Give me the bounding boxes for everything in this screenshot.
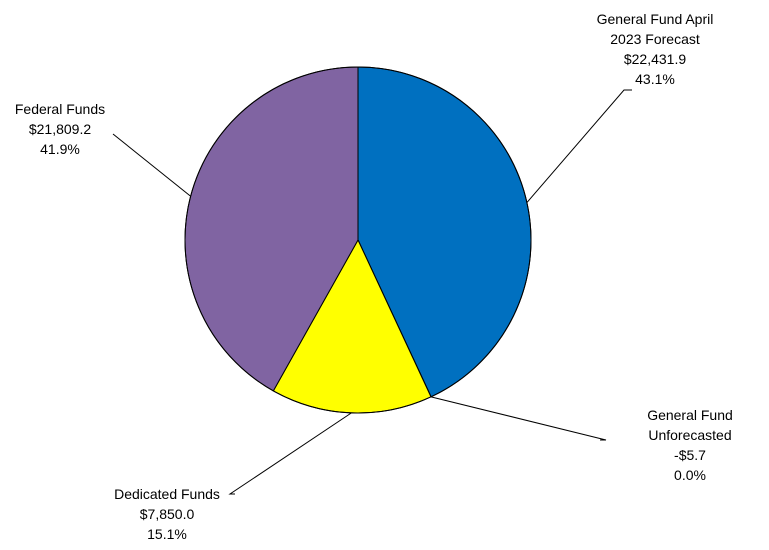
slice-label-line: 2023 Forecast xyxy=(610,31,700,47)
pie-slices xyxy=(184,66,532,414)
leader-line-2 xyxy=(430,396,607,441)
slice-label-line: $21,809.2 xyxy=(29,121,91,137)
slice-label-line: 15.1% xyxy=(147,526,187,542)
slice-label-line: $7,850.0 xyxy=(140,506,195,522)
slice-label-line: General Fund xyxy=(647,407,733,423)
slice-label-line: -$5.7 xyxy=(674,447,706,463)
slice-label-4: Federal Funds $21,809.2 41.9% xyxy=(15,101,105,157)
slice-label-1: General Fund April 2023 Forecast $22,431.9… xyxy=(597,11,714,87)
slice-label-line: Unforecasted xyxy=(648,427,731,443)
slice-label-line: 0.0% xyxy=(674,467,706,483)
slice-label-line: 41.9% xyxy=(40,141,80,157)
slice-label-2: General Fund Unforecasted -$5.7 0.0% xyxy=(647,407,733,483)
leader-line-3 xyxy=(228,412,352,495)
leader-line-1 xyxy=(526,89,632,203)
slice-label-line: Federal Funds xyxy=(15,101,105,117)
leader-line-4 xyxy=(112,133,191,197)
slice-label-3: Dedicated Funds $7,850.0 15.1% xyxy=(114,486,220,542)
slice-label-line: General Fund April xyxy=(597,11,714,27)
slice-label-line: Dedicated Funds xyxy=(114,486,220,502)
slice-label-line: $22,431.9 xyxy=(624,51,686,67)
slice-label-line: 43.1% xyxy=(635,71,675,87)
pie-outline xyxy=(184,66,532,414)
